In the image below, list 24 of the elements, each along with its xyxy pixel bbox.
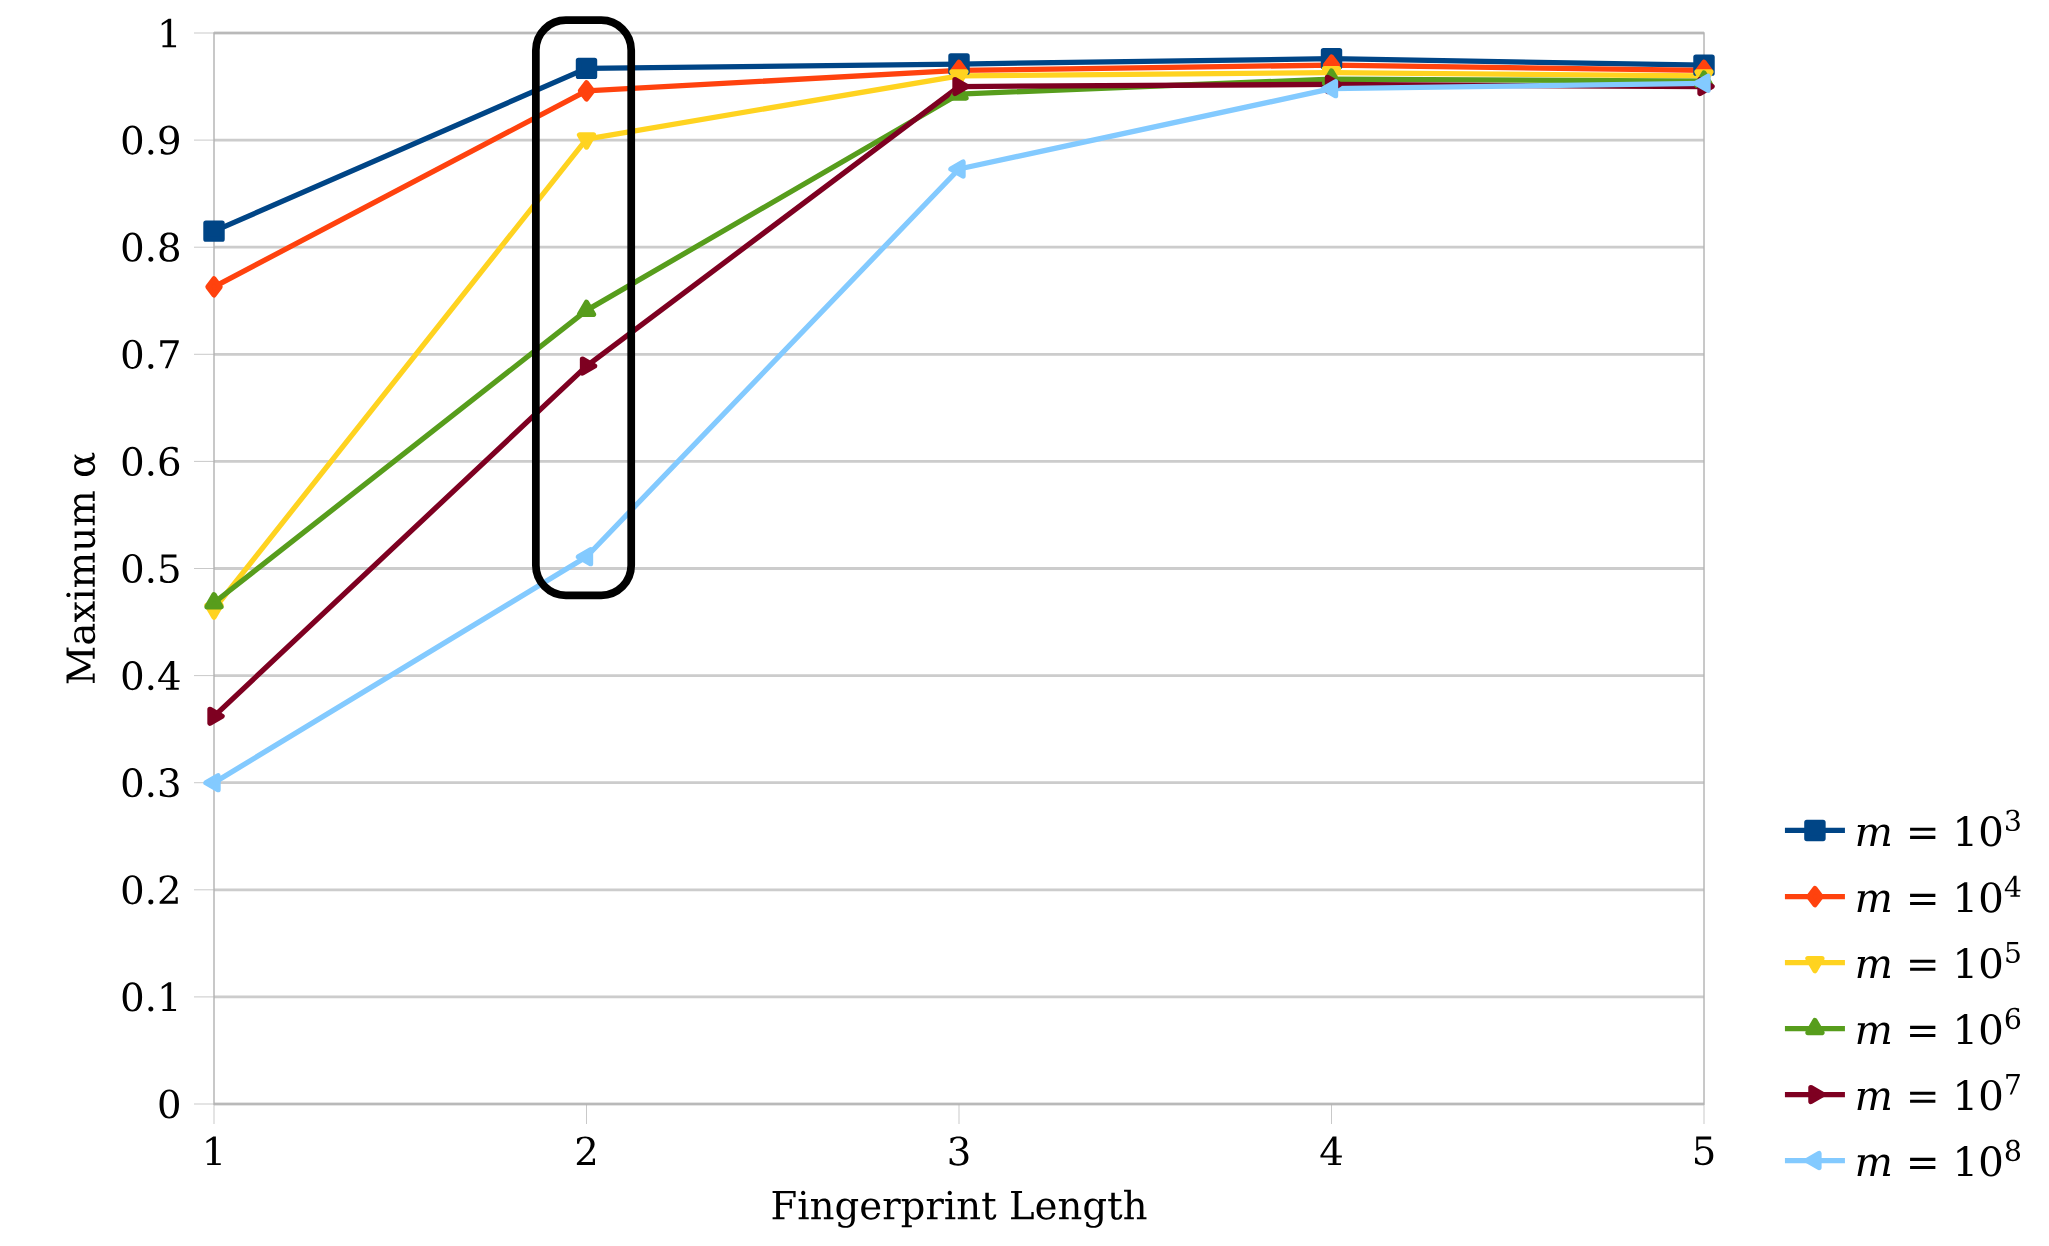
- y-tick-label: 0.5: [122, 553, 179, 584]
- y-tick-label: 0.8: [122, 232, 179, 262]
- y-tick-label: 0.4: [122, 661, 180, 691]
- y-axis-title: Maximum α: [66, 452, 96, 684]
- y-tick-label: 0.1: [122, 982, 177, 1012]
- y-tick-label: 0.7: [122, 339, 179, 369]
- legend-label: m = 10$^{3}$: [1857, 809, 2020, 847]
- legend-label: m = 10$^{6}$: [1857, 1007, 2021, 1045]
- x-tick-label: 1: [206, 1136, 221, 1166]
- x-tick-label: 2: [576, 1136, 595, 1166]
- y-tick-label: 1: [161, 18, 177, 48]
- x-tick-label: 4: [1320, 1136, 1342, 1166]
- legend-label: m = 10$^{5}$: [1857, 941, 2020, 979]
- x-axis-title: Fingerprint Length: [772, 1189, 1147, 1228]
- legend-label: m = 10$^{4}$: [1857, 875, 2021, 913]
- y-tick-label: 0: [159, 1089, 179, 1119]
- x-tick-label: 5: [1695, 1136, 1714, 1166]
- y-tick-label: 0.9: [122, 125, 179, 155]
- y-tick-label: 0.2: [122, 875, 178, 905]
- legend-label: m = 10$^{7}$: [1857, 1073, 2020, 1111]
- x-tick-label: 3: [949, 1136, 969, 1166]
- y-tick-label: 0.6: [122, 446, 180, 477]
- legend-label: m = 10$^{8}$: [1857, 1139, 2021, 1177]
- y-tick-label: 0.3: [122, 768, 179, 798]
